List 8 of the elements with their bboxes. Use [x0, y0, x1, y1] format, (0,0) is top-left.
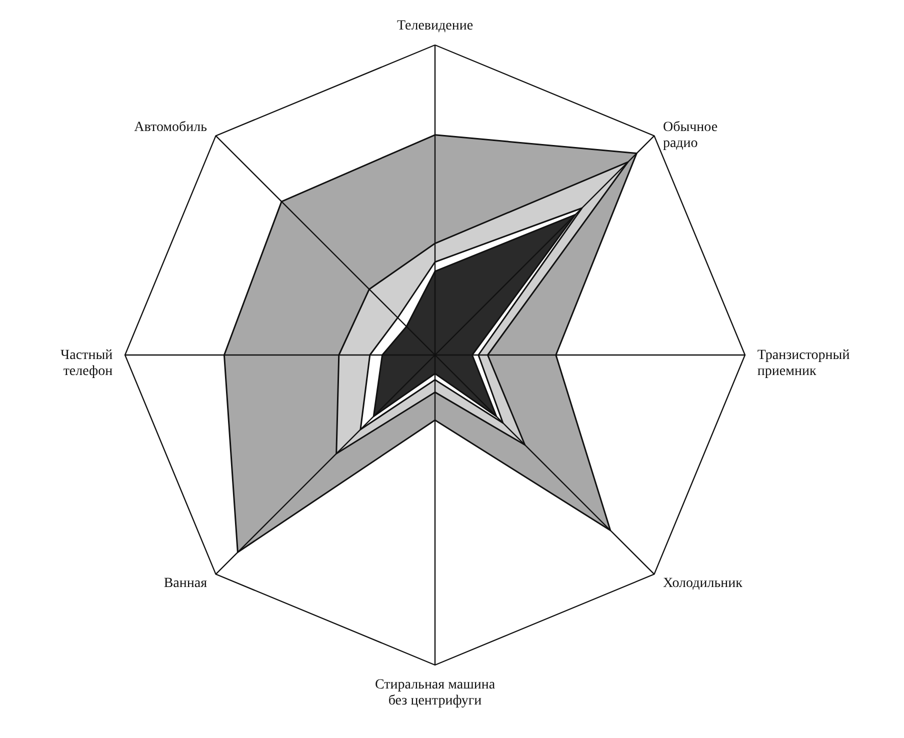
spoke-label: Холодильник [662, 576, 743, 591]
spoke-label: Транзисторный приемник [757, 348, 850, 379]
spoke-label: Ванная [164, 576, 208, 591]
spoke-label: Телевидение [396, 18, 474, 34]
spoke-label: Стиральная машина без центрифуги [374, 677, 496, 708]
spoke-label: Частный телефон [60, 348, 114, 379]
spoke-label: Автомобиль [134, 120, 208, 136]
spoke-label: Обычное радио [662, 120, 718, 152]
